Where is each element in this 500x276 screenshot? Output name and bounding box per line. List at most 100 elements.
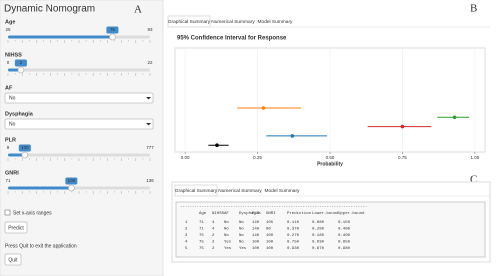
slider-handle[interactable]: [17, 66, 25, 74]
table-cell: 100: [252, 247, 260, 251]
table-cell: No: [224, 221, 229, 225]
slider-fill: [8, 68, 21, 72]
tab-label: Numerical Summary: [218, 188, 262, 194]
table-cell: 2: [212, 241, 215, 245]
table-cell: No: [239, 234, 244, 238]
slider-fill: [8, 186, 72, 190]
table-cell: Yes: [239, 247, 247, 251]
table-cell: 3: [185, 234, 188, 238]
select-box[interactable]: [4, 118, 154, 130]
bottom-panel: [171, 181, 491, 263]
input-label: NIHSS: [5, 52, 22, 58]
slider-value-bg: [65, 177, 78, 185]
table-cell: 75: [199, 241, 204, 245]
table-cell: 4: [185, 241, 188, 245]
slider-min: 71: [5, 178, 11, 183]
table-cell: 75: [199, 247, 204, 251]
table-header: AF: [224, 212, 229, 216]
table-box: [175, 201, 486, 258]
table-cell: 100: [252, 241, 260, 245]
table-cell: 0.490: [338, 228, 351, 232]
table-cell: 0.400: [338, 234, 351, 238]
table-cell: 100: [266, 241, 274, 245]
slider-track: [8, 153, 150, 157]
point: [215, 143, 219, 147]
slider-handle[interactable]: [21, 151, 29, 159]
select-value: No: [9, 95, 16, 101]
table-cell: 75: [199, 234, 204, 238]
quit-note: Press Quit to exit the application: [5, 243, 77, 249]
table-cell: 0.630: [312, 241, 325, 245]
table-cell: 4: [212, 221, 215, 225]
point: [400, 124, 405, 129]
table-cell: 0.280: [312, 228, 325, 232]
table-cell: 1: [185, 221, 188, 225]
table-header: Upper.bound: [338, 211, 365, 216]
table-cell: 0.750: [287, 241, 300, 245]
table-cell: No: [239, 221, 244, 225]
tab-label: Model Summary: [265, 188, 301, 194]
x-axis-label: Probability: [317, 161, 343, 167]
tab-label: Graphical Summary: [168, 19, 211, 25]
predict-label: Predict: [8, 225, 24, 231]
table-cell: 0.370: [287, 228, 300, 232]
table-cell: 105: [266, 221, 274, 225]
table-cell: 71: [199, 228, 204, 232]
table-header: Prediction: [287, 211, 312, 216]
slider-max: 136: [146, 178, 154, 183]
table-cell: 140: [252, 234, 260, 238]
table-cell: 0.150: [338, 221, 351, 225]
table-header: NIHSS: [212, 212, 225, 216]
quit-button[interactable]: [4, 253, 22, 266]
slider-handle[interactable]: [68, 184, 75, 192]
x-tick-label: 0.75: [398, 155, 407, 160]
x-tick-label: 0.00: [181, 155, 190, 160]
slider-max: 22: [147, 60, 153, 65]
panel-label: C: [470, 174, 477, 186]
table-cell: No: [239, 228, 244, 232]
table-cell: No: [239, 241, 244, 245]
slider-max: 777: [146, 145, 154, 150]
point: [452, 115, 457, 120]
predict-button[interactable]: [4, 221, 28, 234]
point: [261, 106, 266, 110]
table-cell: 0.180: [312, 234, 325, 238]
chart-title: 95% Confidence Interval for Response: [177, 36, 287, 42]
slider-fill: [8, 153, 25, 157]
app-title: Dynamic Nomogram: [4, 4, 95, 15]
slider-value-bg: [18, 144, 31, 152]
table-cell: 0.080: [312, 221, 325, 225]
checkbox[interactable]: [4, 209, 11, 216]
sidebar: [0, 0, 164, 276]
slider-fill: [8, 35, 113, 39]
input-label: Age: [5, 19, 15, 25]
table-cell: 0.270: [287, 234, 300, 238]
select-caret: [146, 123, 151, 126]
slider-track: [8, 68, 150, 72]
x-tick-label: 0.25: [253, 155, 262, 160]
input-label: PLR: [5, 137, 16, 143]
x-tick-label: 0.50: [326, 155, 335, 160]
table-header: Dysphagia: [239, 211, 261, 216]
tab-label: Graphical Summary: [175, 188, 218, 194]
table-cell: Yes: [224, 241, 232, 245]
select-caret: [146, 97, 151, 100]
slider-value-bg: [14, 59, 27, 67]
table-cell: 4: [212, 228, 215, 232]
slider-handle[interactable]: [109, 33, 116, 41]
input-label: Dysphagia: [5, 111, 34, 117]
slider-max: 93: [147, 27, 153, 32]
table-cell: 2: [185, 228, 188, 232]
select-box[interactable]: [4, 92, 154, 104]
x-tick-label: 1.00: [470, 155, 479, 160]
tab-label: Model Summary: [258, 19, 294, 25]
table-rule: ----------------------------------------…: [180, 205, 367, 209]
table-cell: 0.930: [287, 247, 300, 251]
table-cell: 0.980: [338, 247, 351, 251]
table-header: Age: [199, 212, 207, 216]
table-cell: 90: [266, 228, 271, 232]
table-cell: 2: [212, 247, 215, 251]
table-cell: 0.870: [312, 247, 325, 251]
